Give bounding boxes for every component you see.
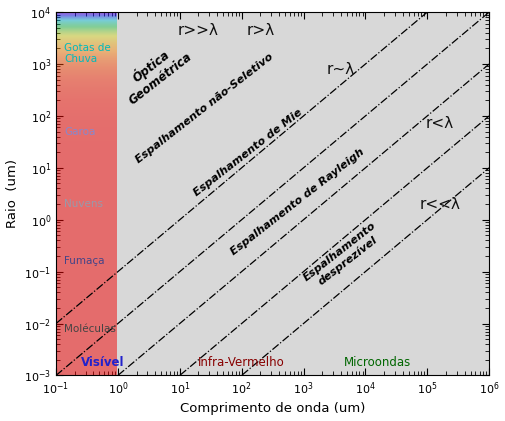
Text: r<λ: r<λ — [426, 116, 453, 131]
Text: r>λ: r>λ — [246, 23, 274, 38]
Text: Espalhamento de Mie: Espalhamento de Mie — [191, 107, 304, 198]
Text: Visível: Visível — [81, 356, 124, 369]
Text: Óptica
Geométrica: Óptica Geométrica — [116, 37, 194, 107]
Text: r~λ: r~λ — [327, 62, 355, 77]
Text: Gotas de
Chuva: Gotas de Chuva — [64, 43, 111, 64]
Text: Espalhamento
desprezível: Espalhamento desprezível — [302, 220, 386, 292]
Text: Espalhamento não-Seletivo: Espalhamento não-Seletivo — [134, 51, 275, 165]
Text: Nuvens: Nuvens — [64, 199, 103, 209]
Text: Garoa: Garoa — [64, 127, 95, 136]
X-axis label: Comprimento de onda (um): Comprimento de onda (um) — [180, 402, 365, 416]
Text: r>>λ: r>>λ — [178, 23, 219, 38]
Text: Espalhamento de Rayleigh: Espalhamento de Rayleigh — [229, 147, 366, 257]
Y-axis label: Raio  (um): Raio (um) — [6, 159, 19, 228]
Text: Fumaça: Fumaça — [64, 256, 105, 266]
Text: Infra-Vermelho: Infra-Vermelho — [198, 356, 285, 369]
Text: Microondas: Microondas — [344, 356, 412, 369]
Text: r<<λ: r<<λ — [419, 197, 460, 212]
Text: Moléculas: Moléculas — [64, 324, 116, 334]
